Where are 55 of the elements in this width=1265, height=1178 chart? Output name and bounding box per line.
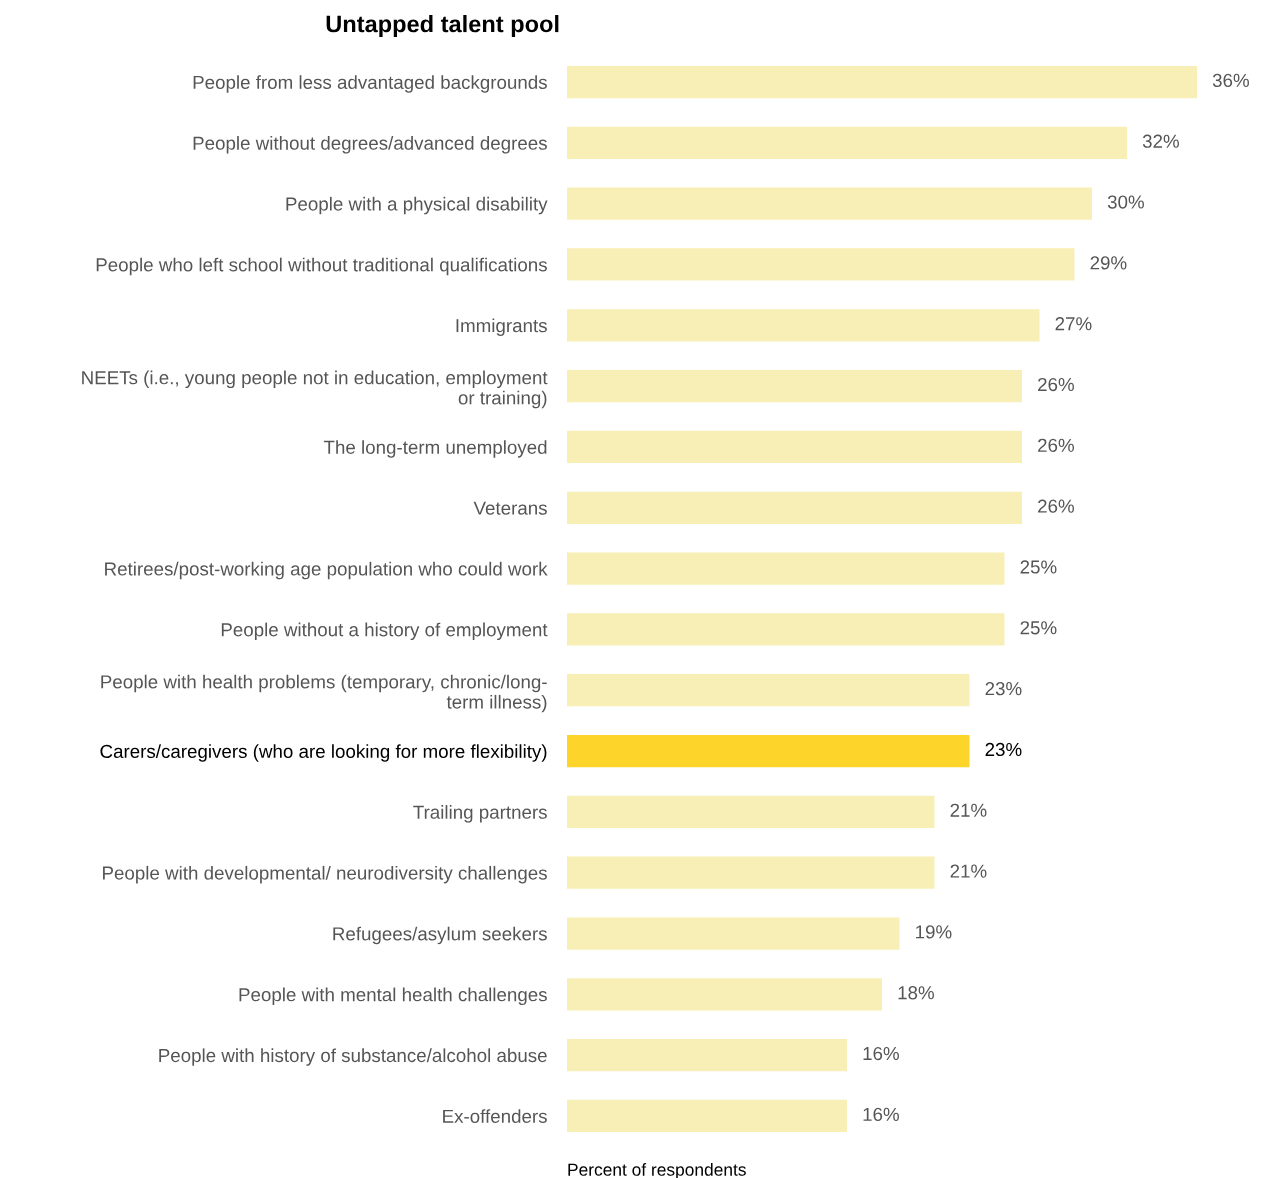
data-label: 19% (916, 925, 952, 939)
bar (567, 613, 1005, 646)
y-tick-label: People with health problems (temporary, chronic/long- term illness) (101, 674, 547, 713)
data-label: 23% (985, 681, 1022, 696)
bar (567, 795, 935, 828)
bar (567, 734, 970, 768)
data-label: 23% (985, 742, 1022, 757)
bar (567, 65, 1197, 99)
data-label: 16% (863, 1046, 899, 1061)
data-label: 29% (1090, 256, 1127, 270)
y-tick-label: People with mental health challenges (239, 987, 547, 1006)
bar (567, 1039, 847, 1072)
data-label: 21% (950, 864, 987, 878)
y-tick-label: The long-term unemployed (323, 440, 547, 458)
y-tick-label: People with developmental/ neurodiversity challenges (103, 865, 547, 884)
bar (567, 430, 1022, 464)
bar (567, 674, 970, 707)
chart-title: Untapped talent pool (326, 15, 559, 38)
bar (567, 552, 1005, 585)
bar (567, 917, 900, 950)
bar (567, 491, 1022, 524)
y-tick-label: Ex-offenders (443, 1109, 547, 1123)
bar (567, 309, 1040, 342)
data-label: 25% (1020, 560, 1057, 574)
data-label: 26% (1038, 438, 1074, 452)
data-label: 26% (1038, 377, 1074, 392)
y-tick-label: Veterans (473, 501, 547, 515)
y-tick-label: Retirees/post-working age population who could work (105, 561, 548, 580)
y-tick-label: People with a physical disability (286, 196, 548, 215)
bar (567, 856, 935, 889)
data-label: 16% (863, 1107, 899, 1122)
data-label: 27% (1055, 317, 1092, 331)
data-label: 26% (1038, 499, 1074, 513)
data-label: 30% (1107, 195, 1144, 209)
data-label: 18% (898, 986, 934, 1000)
bar (567, 126, 1127, 159)
data-label: 21% (950, 803, 987, 817)
y-tick-label: Carers/caregivers (who are looking for more flexibility) (100, 744, 547, 762)
bar (567, 978, 882, 1011)
y-tick-label: Immigrants (456, 318, 547, 336)
bar (567, 248, 1075, 281)
y-tick-label: People without degrees/advanced degrees (193, 136, 547, 154)
y-tick-label: People with history of substance/alcohol abuse (159, 1048, 547, 1066)
y-tick-label: NEETs (i.e., young people not in education, employment or training) (82, 370, 548, 409)
y-tick-label: People who left school without traditional qualifications (96, 257, 547, 276)
data-label: 32% (1142, 134, 1179, 148)
data-label: 36% (1212, 73, 1249, 88)
bar (567, 1099, 847, 1133)
bar (567, 187, 1092, 220)
bar (567, 370, 1022, 403)
y-tick-label: People from less advantaged backgrounds (193, 75, 547, 93)
data-label: 25% (1020, 621, 1057, 635)
y-tick-label: Trailing partners (413, 805, 547, 823)
y-tick-label: Refugees/asylum seekers (333, 926, 547, 945)
y-tick-label: People without a history of employment (221, 622, 548, 641)
